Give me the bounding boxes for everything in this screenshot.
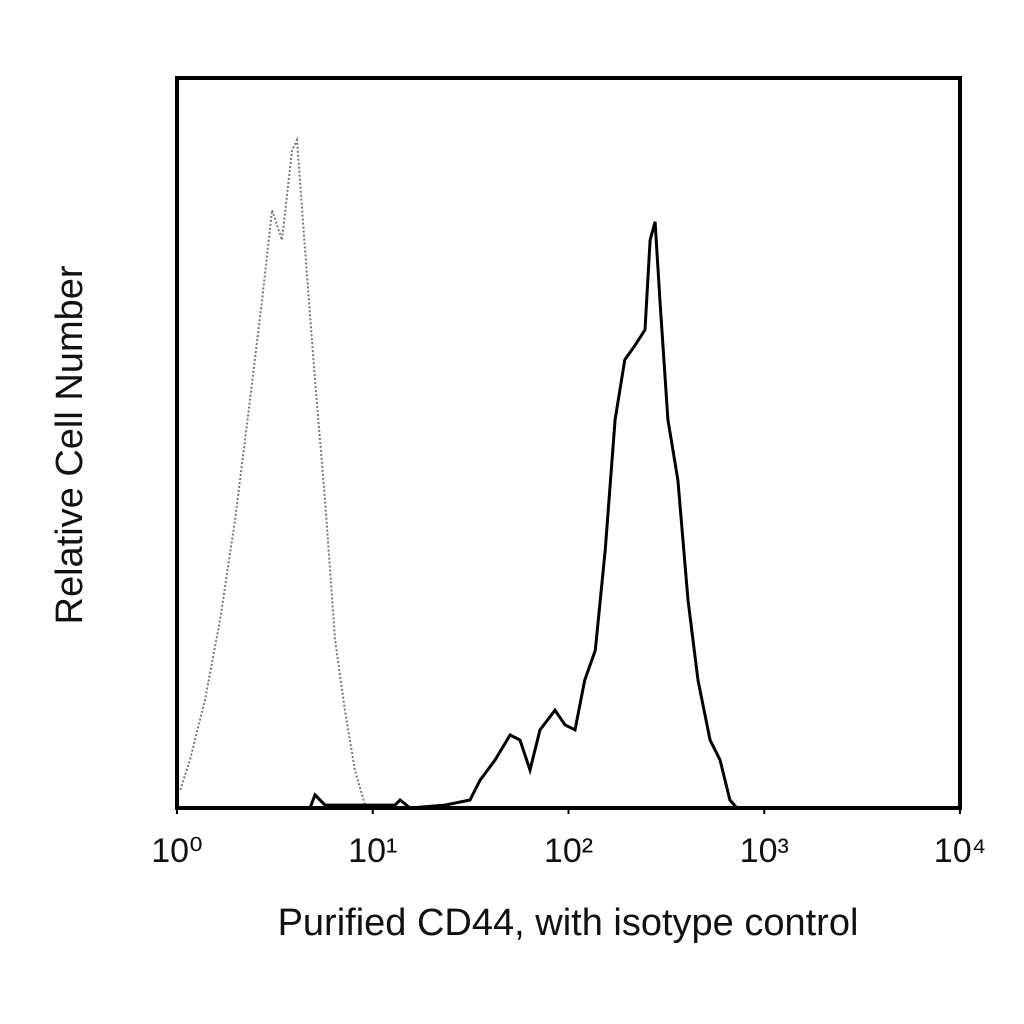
histogram-line — [179, 136, 366, 806]
x-tick-label: 10² — [544, 832, 593, 870]
histogram-line — [308, 221, 739, 810]
x-tick-label: 10¹ — [348, 832, 397, 870]
x-tick-label: 10⁴ — [934, 832, 986, 870]
x-tick-label: 10³ — [740, 832, 789, 870]
plot-frame — [175, 76, 962, 810]
x-tick-label: 10⁰ — [151, 832, 202, 870]
x-axis-label: Purified CD44, with isotype control — [278, 902, 859, 944]
y-axis-label: Relative Cell Number — [49, 265, 91, 624]
